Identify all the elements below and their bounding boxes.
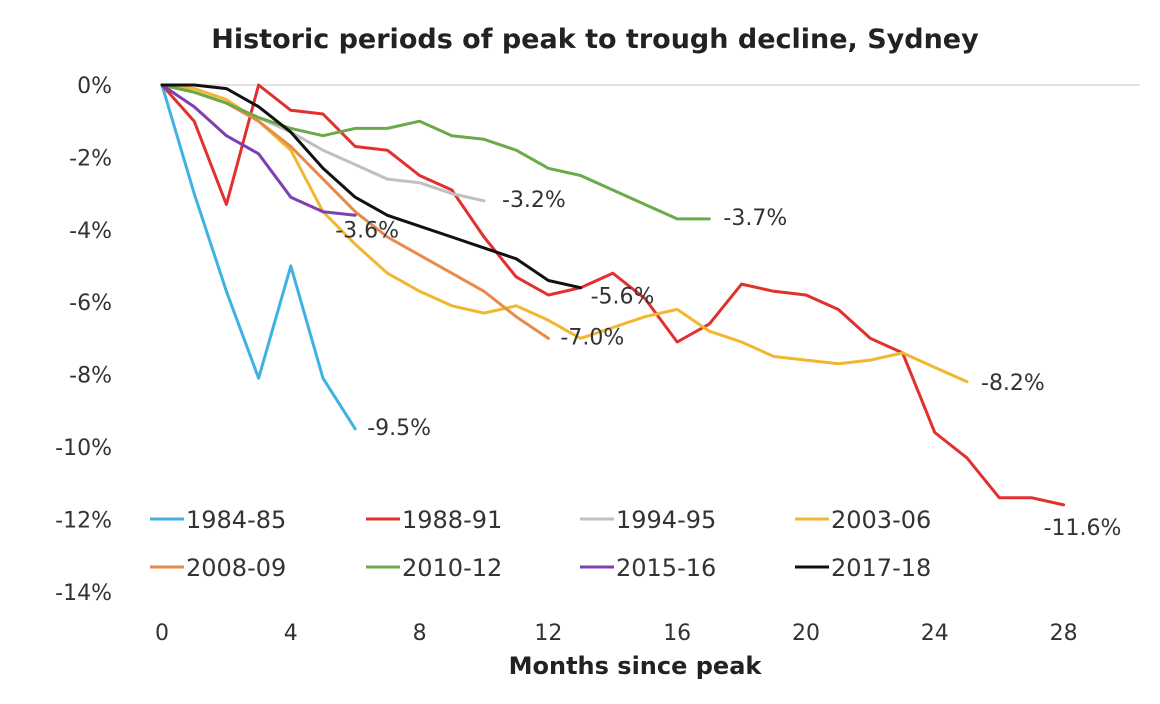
- series-line-2010-12: [160, 83, 711, 221]
- legend-label-2015-16: 2015-16: [616, 554, 716, 582]
- y-tick-label: -12%: [55, 508, 112, 533]
- y-tick-label: -2%: [69, 146, 112, 171]
- end-value-label-2003-06: -8.2%: [981, 371, 1045, 396]
- x-tick-label: 20: [792, 621, 820, 646]
- y-tick-label: -8%: [69, 364, 112, 389]
- end-value-label-2008-09: -7.0%: [560, 325, 624, 350]
- chart-title: Historic periods of peak to trough decli…: [211, 24, 979, 55]
- series-line-1988-91: [160, 83, 1066, 507]
- series-line-2008-09: [160, 83, 550, 340]
- legend-label-2010-12: 2010-12: [402, 554, 502, 582]
- legend-label-1994-95: 1994-95: [616, 506, 716, 534]
- end-value-label-2015-16: -3.6%: [335, 218, 399, 243]
- x-tick-label: 12: [534, 621, 562, 646]
- end-value-label-1984-85: -9.5%: [367, 416, 431, 441]
- x-tick-label: 8: [413, 621, 427, 646]
- y-tick-label: 0%: [77, 74, 112, 99]
- end-value-label-1988-91: -11.6%: [1044, 516, 1122, 541]
- series-line-1984-85: [160, 83, 357, 431]
- x-tick-label: 16: [663, 621, 691, 646]
- end-value-label-1994-95: -3.2%: [502, 188, 566, 213]
- y-tick-label: -6%: [69, 291, 112, 316]
- legend-label-1984-85: 1984-85: [186, 506, 286, 534]
- x-axis-label: Months since peak: [508, 652, 762, 680]
- series-line-2015-16: [160, 83, 357, 217]
- end-value-label-2010-12: -3.7%: [723, 206, 787, 231]
- y-tick-label: -14%: [55, 581, 112, 606]
- x-tick-label: 4: [284, 621, 298, 646]
- series-line-2017-18: [160, 83, 583, 290]
- series-line-2003-06: [160, 83, 969, 384]
- y-tick-label: -10%: [55, 436, 112, 461]
- legend-label-2017-18: 2017-18: [831, 554, 931, 582]
- y-tick-label: -4%: [69, 219, 112, 244]
- legend-label-2008-09: 2008-09: [186, 554, 286, 582]
- end-value-label-2017-18: -5.6%: [591, 285, 655, 310]
- legend-label-1988-91: 1988-91: [402, 506, 502, 534]
- legend-label-2003-06: 2003-06: [831, 506, 931, 534]
- x-tick-label: 28: [1050, 621, 1078, 646]
- x-tick-label: 24: [921, 621, 949, 646]
- x-tick-label: 0: [155, 621, 169, 646]
